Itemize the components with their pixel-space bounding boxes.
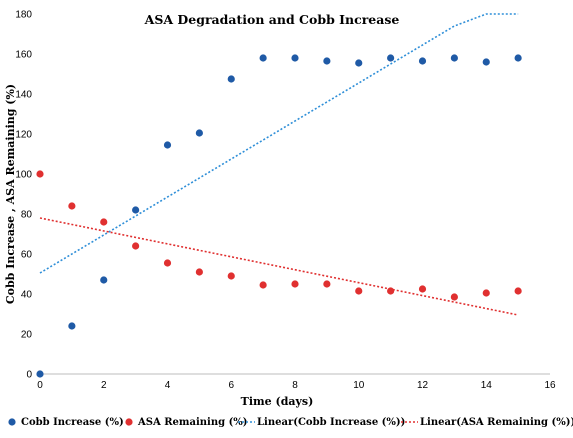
trendline-2 xyxy=(39,217,519,316)
series-1-point xyxy=(163,141,172,149)
series-1-point xyxy=(387,54,395,62)
legend: Cobb Increase (%) ASA Remaining (%) Linear… xyxy=(8,417,573,428)
x-tick-label: 12 xyxy=(417,380,429,391)
y-tick-label: 40 xyxy=(21,290,33,301)
series-2-point xyxy=(100,218,108,226)
series-1-point xyxy=(323,57,331,65)
y-tick-label: 0 xyxy=(26,370,32,381)
legend-label-2: ASA Remaining (%) xyxy=(137,417,248,428)
series-1-point xyxy=(355,59,363,67)
x-tick-label: 8 xyxy=(292,380,298,391)
trendline-1 xyxy=(39,13,519,274)
series-1-point xyxy=(291,54,299,62)
trendlines-layer xyxy=(39,13,519,316)
x-tick-label: 0 xyxy=(37,380,43,391)
series-2-point xyxy=(68,202,76,210)
series-2-point xyxy=(355,287,363,295)
y-tick-label: 80 xyxy=(21,210,33,221)
legend-label-4: Linear(ASA Remaining (%)) xyxy=(420,417,573,428)
x-tick-label: 6 xyxy=(228,380,234,391)
y-tick-label: 60 xyxy=(21,250,33,261)
series-2-point xyxy=(323,280,331,288)
x-tick-label: 2 xyxy=(101,380,107,391)
series-2-point xyxy=(418,285,427,293)
series-2-point xyxy=(482,289,490,297)
x-tick-label: 4 xyxy=(165,380,171,391)
y-tick-label: 140 xyxy=(15,90,32,101)
series-2-point xyxy=(291,280,299,288)
series-1-point xyxy=(514,54,522,62)
x-axis-label: Time (days) xyxy=(241,395,314,408)
y-axis-label: Cobb Increase , ASA Remaining (%) xyxy=(4,84,17,304)
series-1-point xyxy=(450,54,458,62)
legend-label-3: Linear(Cobb Increase (%)) xyxy=(257,417,405,428)
legend-label-1: Cobb Increase (%) xyxy=(21,417,124,428)
series-1-point xyxy=(132,206,140,214)
series-2-point xyxy=(387,287,395,295)
y-tick-label: 180 xyxy=(15,10,32,21)
series-2-point xyxy=(163,259,172,267)
series-2-point xyxy=(36,170,44,178)
series-1-point xyxy=(259,54,267,62)
x-tick-label: 10 xyxy=(353,380,365,391)
x-tick-label: 16 xyxy=(544,380,556,391)
series-2-point xyxy=(195,268,203,276)
legend-marker-1 xyxy=(8,418,16,426)
series-2-point xyxy=(259,281,267,289)
y-tick-label: 100 xyxy=(15,170,32,181)
series-1-point xyxy=(482,58,490,66)
x-tick-label: 14 xyxy=(481,380,493,391)
y-tick-label: 120 xyxy=(15,130,32,141)
series-1-point xyxy=(195,129,203,137)
series-1-point xyxy=(418,57,427,65)
y-tick-label: 160 xyxy=(15,50,32,61)
points-layer xyxy=(36,54,522,378)
series-2-point xyxy=(132,242,140,250)
series-2-point xyxy=(514,287,522,295)
y-tick-label: 20 xyxy=(21,330,33,341)
series-2-point xyxy=(450,293,458,301)
series-1-point xyxy=(227,75,235,83)
legend-marker-2 xyxy=(125,418,133,426)
series-1-point xyxy=(36,370,44,378)
chart-title: ASA Degradation and Cobb Increase xyxy=(144,12,400,27)
series-1-point xyxy=(68,322,76,330)
series-1-point xyxy=(100,276,108,284)
series-2-point xyxy=(227,272,235,280)
